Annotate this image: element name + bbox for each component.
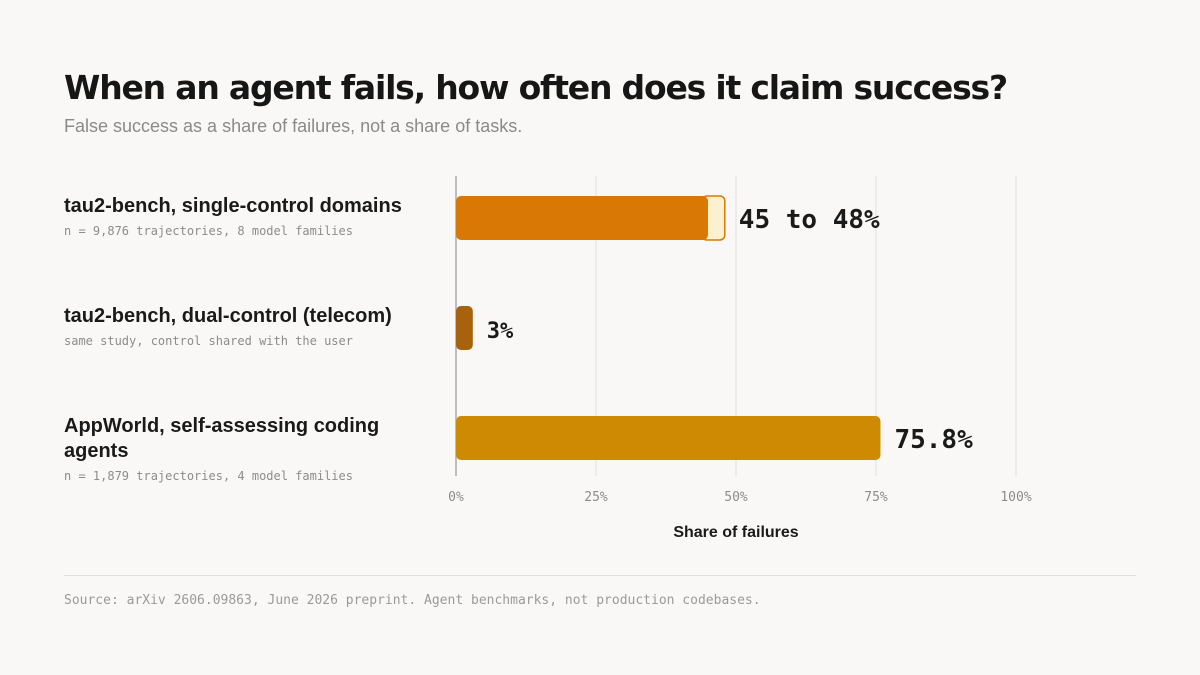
source-note: Source: arXiv 2606.09863, June 2026 prep… — [64, 593, 761, 608]
row-detail: n = 9,876 trajectories, 8 model families — [64, 224, 353, 238]
tick-label: 100% — [1000, 490, 1031, 505]
row-label-appworld: AppWorld, self-assessing coding agents n… — [64, 414, 434, 483]
row-detail: n = 1,879 trajectories, 4 model families — [64, 469, 353, 483]
data-label: 3% — [487, 319, 514, 344]
chart-title: When an agent fails, how often does it c… — [64, 68, 1008, 107]
bar-chart: 0% 25% 50% 75% 100% Share of failures 45 to 48… — [448, 176, 1032, 541]
row-name: tau2-bench, dual-control (telecom) — [64, 305, 392, 327]
row-label-single-control: tau2-bench, single-control domains n = 9… — [64, 194, 434, 238]
data-label: 75.8% — [894, 425, 973, 455]
row-detail: same study, control shared with the user — [64, 334, 353, 348]
row-label-dual-control: tau2-bench, dual-control (telecom) same … — [64, 304, 434, 348]
chart-subtitle: False success as a share of failures, no… — [64, 116, 523, 136]
footer-divider — [64, 575, 1136, 576]
row-name: tau2-bench, single-control domains — [64, 195, 402, 217]
x-axis-label: Share of failures — [673, 524, 798, 541]
data-label: 45 to 48% — [739, 205, 880, 235]
bar — [456, 196, 708, 240]
bar — [456, 416, 881, 460]
tick-label: 75% — [864, 490, 888, 505]
tick-label: 0% — [448, 490, 464, 505]
row-name: AppWorld, self-assessing coding agents — [64, 415, 380, 462]
bar — [456, 306, 473, 350]
tick-label: 50% — [724, 490, 748, 505]
tick-label: 25% — [584, 490, 608, 505]
